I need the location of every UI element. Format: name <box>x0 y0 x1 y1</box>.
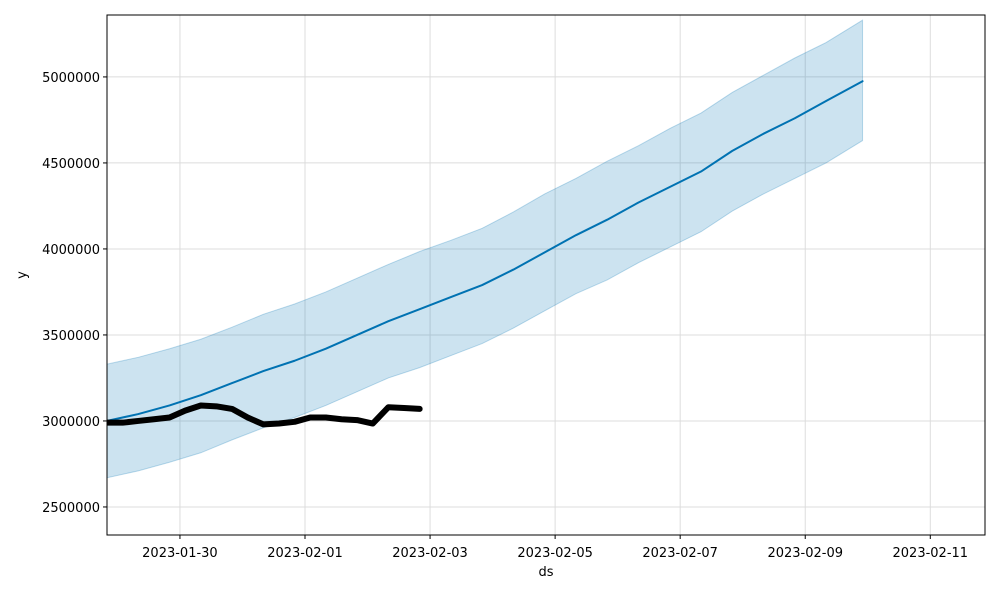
y-tick-label: 4500000 <box>42 157 100 172</box>
plot-area <box>107 19 864 479</box>
y-tick-label: 2500000 <box>42 501 100 516</box>
forecast-line <box>107 80 864 422</box>
x-tick-label: 2023-02-07 <box>642 546 718 561</box>
x-tick-label: 2023-02-11 <box>893 546 969 561</box>
y-tick-label: 4000000 <box>42 243 100 258</box>
y-axis-label: y <box>15 271 30 279</box>
x-axis-label: ds <box>538 565 553 580</box>
y-tick-label: 3000000 <box>42 415 100 430</box>
y-tick-label: 5000000 <box>42 71 100 86</box>
uncertainty-band <box>107 19 864 479</box>
y-tick-label: 3500000 <box>42 329 100 344</box>
axes-frame <box>106 14 986 536</box>
x-tick-label: 2023-02-05 <box>517 546 593 561</box>
x-tick-label: 2023-01-30 <box>142 546 218 561</box>
x-tick-label: 2023-02-03 <box>392 546 468 561</box>
x-tick-label: 2023-02-09 <box>767 546 843 561</box>
x-tick-label: 2023-02-01 <box>267 546 343 561</box>
observed-line <box>107 402 423 428</box>
